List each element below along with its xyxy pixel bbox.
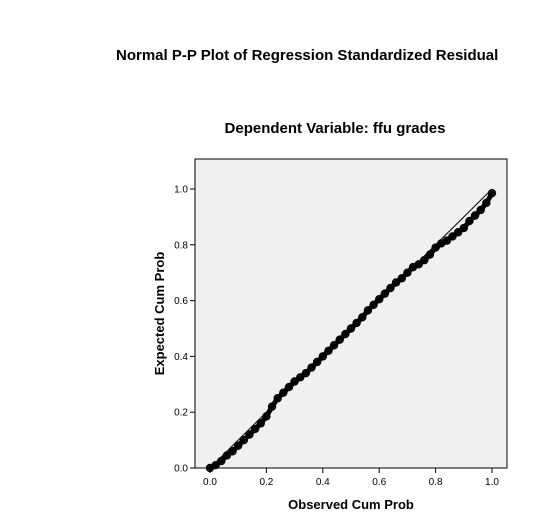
data-point: [352, 318, 361, 328]
y-tick-label: 0.6: [174, 296, 188, 307]
x-tick-label: 0.6: [372, 477, 386, 488]
data-point: [459, 223, 468, 233]
data-point: [386, 283, 395, 293]
y-tick-label: 0.2: [174, 408, 188, 419]
data-point: [296, 373, 305, 382]
data-point: [301, 368, 311, 378]
data-point: [425, 250, 435, 259]
data-point: [465, 216, 474, 226]
data-point: [217, 456, 226, 466]
data-point: [482, 198, 491, 208]
data-point: [403, 268, 412, 277]
data-point: [329, 341, 339, 350]
data-point: [222, 451, 232, 460]
x-tick-label: 1.0: [485, 477, 499, 488]
data-point: [234, 441, 243, 450]
data-point: [487, 188, 497, 198]
data-point: [453, 228, 463, 237]
y-axis-title: Expected Cum Prob: [152, 252, 167, 376]
data-point: [307, 363, 316, 372]
data-point: [239, 435, 249, 445]
chart-title: Normal P-P Plot of Regression Standardiz…: [116, 47, 499, 64]
data-point: [391, 278, 401, 287]
data-point: [470, 211, 480, 220]
data-point: [318, 352, 327, 361]
data-point: [397, 274, 406, 283]
x-tick-label: 0.2: [259, 477, 273, 488]
data-point: [363, 306, 373, 315]
data-point: [245, 430, 254, 439]
data-point: [375, 295, 384, 304]
data-point: [228, 447, 237, 456]
x-tick-label: 0.4: [316, 477, 330, 488]
data-point: [431, 243, 440, 252]
data-point: [324, 346, 333, 356]
y-tick-label: 1.0: [174, 185, 188, 196]
x-axis-title: Observed Cum Prob: [288, 497, 414, 512]
data-point: [369, 300, 378, 309]
data-point: [414, 260, 423, 269]
data-point: [256, 419, 265, 428]
data-point: [284, 382, 294, 392]
data-point: [312, 357, 322, 367]
data-point: [335, 335, 344, 344]
data-point: [346, 324, 356, 333]
data-point: [442, 236, 452, 245]
data-point: [380, 289, 390, 298]
data-point: [341, 329, 350, 339]
data-point: [250, 424, 260, 434]
y-tick-label: 0.8: [174, 240, 188, 251]
data-point: [358, 313, 367, 322]
x-tick-label: 0.0: [203, 477, 217, 488]
data-point: [267, 402, 277, 411]
data-point: [476, 205, 485, 215]
x-tick-label: 0.8: [429, 477, 443, 488]
plot-area: [194, 158, 508, 469]
y-tick-label: 0.0: [174, 464, 188, 475]
data-point: [290, 377, 299, 386]
data-point: [262, 412, 271, 421]
data-point: [273, 394, 282, 403]
data-point: [420, 255, 429, 265]
data-point: [448, 232, 457, 241]
chart-subtitle: Dependent Variable: ffu grades: [224, 120, 446, 137]
data-point: [211, 461, 220, 470]
data-point: [279, 388, 288, 397]
y-tick-label: 0.4: [174, 352, 188, 363]
